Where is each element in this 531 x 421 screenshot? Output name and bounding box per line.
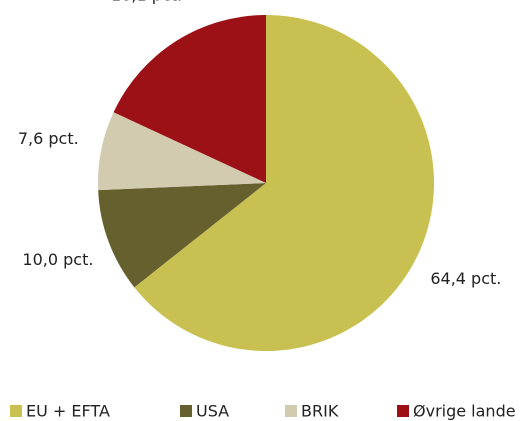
slice-label: 7,6 pct. <box>18 129 79 148</box>
slice-label: 10,0 pct. <box>22 250 93 269</box>
legend-swatch <box>397 405 409 417</box>
legend-label: USA <box>196 402 229 421</box>
legend-swatch <box>180 405 192 417</box>
legend-label: Øvrige lande <box>413 402 516 421</box>
pie-slice <box>98 183 266 288</box>
pie-slice <box>98 112 266 191</box>
legend-label: BRIK <box>301 402 339 421</box>
slice-label: 18,1 pct. <box>111 0 182 4</box>
pie-slice <box>113 15 266 183</box>
legend-swatch <box>285 405 297 417</box>
legend-swatch <box>10 405 22 417</box>
slice-label: 64,4 pct. <box>430 269 501 288</box>
legend-label: EU + EFTA <box>26 402 110 421</box>
pie-slice <box>134 15 434 351</box>
